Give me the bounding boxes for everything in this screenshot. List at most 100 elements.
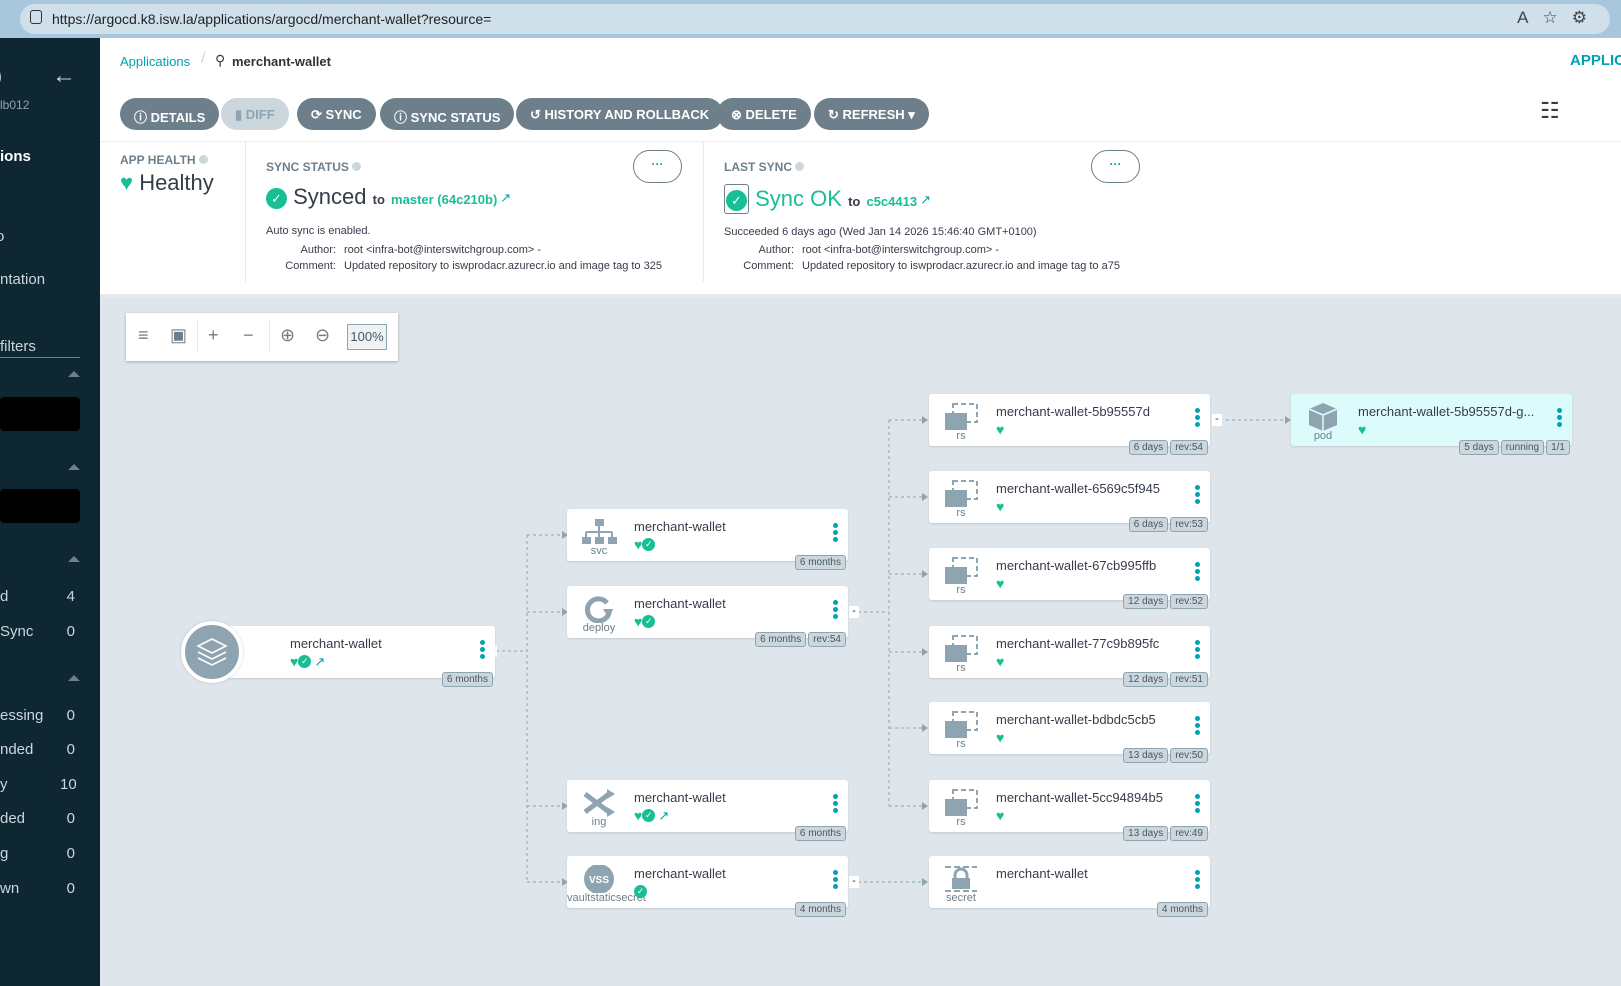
- last-sync-more-button[interactable]: ···: [1091, 150, 1140, 183]
- kebab-menu-icon[interactable]: [833, 870, 838, 891]
- kebab-menu-icon[interactable]: [1195, 870, 1200, 891]
- kebab-menu-icon[interactable]: [833, 523, 838, 544]
- revision-link[interactable]: master (64c210b): [391, 192, 498, 207]
- delete-icon: ⊗: [731, 107, 746, 122]
- details-button[interactable]: ⓘ DETAILS: [120, 98, 220, 130]
- resource-node-deploy[interactable]: deploy merchant-wallet ♥ ✓ 6 months rev:54: [567, 586, 848, 647]
- sync-filter-label[interactable]: Sync: [0, 623, 34, 640]
- resource-node-ing[interactable]: ing merchant-wallet ♥ ✓ ↗ 6 months: [567, 780, 848, 841]
- heart-icon: ♥: [120, 170, 134, 195]
- external-link-icon[interactable]: ↗: [500, 190, 512, 206]
- zoom-level[interactable]: 100%: [347, 324, 387, 350]
- resource-node-pod[interactable]: pod merchant-wallet-5b95557d-g... ♥ 5 days r…: [1291, 394, 1572, 455]
- kebab-menu-icon[interactable]: [833, 600, 838, 621]
- health-filter-count: 10: [60, 776, 77, 793]
- kebab-menu-icon[interactable]: [1195, 794, 1200, 815]
- external-link-icon[interactable]: ↗: [314, 653, 326, 669]
- filter-input[interactable]: [0, 397, 80, 431]
- align-left-icon[interactable]: ≡: [138, 325, 149, 345]
- sidebar-item-documentation[interactable]: ntation: [0, 271, 46, 288]
- badges: 5 days running 1/1: [1459, 440, 1570, 455]
- refresh-button[interactable]: ↻ REFRESH ▾: [814, 98, 929, 130]
- kebab-menu-icon[interactable]: [1195, 485, 1200, 506]
- vss-icon: VSS: [584, 865, 614, 893]
- sync-filter-label[interactable]: d: [0, 588, 9, 605]
- breadcrumb-applications[interactable]: Applications: [120, 54, 191, 69]
- external-link-icon[interactable]: ↗: [920, 192, 931, 208]
- sync-status-more-button[interactable]: ···: [633, 150, 682, 183]
- check-circle-icon: ✓: [634, 885, 647, 899]
- star-icon[interactable]: ☆: [1542, 8, 1572, 27]
- resource-node-rs[interactable]: rs merchant-wallet-6569c5f945 ♥ 6 days rev:5…: [929, 471, 1210, 532]
- sync-button[interactable]: ⟳ SYNC: [297, 98, 376, 130]
- revision-link[interactable]: c5c4413: [866, 194, 918, 209]
- resource-name: merchant-wallet: [290, 636, 382, 651]
- kebab-menu-icon[interactable]: [1195, 562, 1200, 583]
- resource-node-vaultstaticsecret[interactable]: VSS vaultstaticsecret merchant-wallet ✓ 4 mo…: [567, 856, 848, 917]
- sync-status-label: SYNC STATUS: [266, 160, 361, 174]
- history-rollback-button[interactable]: ↺ HISTORY AND ROLLBACK: [516, 98, 724, 130]
- health-filter-label[interactable]: nded: [0, 741, 34, 758]
- heart-icon: ♥: [634, 807, 643, 824]
- collapse-sidebar-icon[interactable]: ←: [52, 62, 76, 89]
- resource-node-rs[interactable]: rs merchant-wallet-5b95557d ♥ 6 days rev:54: [929, 394, 1210, 455]
- sync-icon: ⟳: [311, 107, 326, 122]
- status-icons: ♥ ✓ ↗: [290, 653, 325, 670]
- health-filter-label[interactable]: essing: [0, 707, 44, 724]
- sidebar-item[interactable]: o: [0, 228, 5, 245]
- zoom-out-icon[interactable]: ⊖: [315, 325, 331, 345]
- file-diff-icon: ▮: [235, 107, 246, 122]
- extensions-icon[interactable]: ⚙: [1571, 8, 1601, 27]
- collapse-icon[interactable]: [68, 464, 80, 470]
- sidebar-item-applications[interactable]: ions: [0, 148, 31, 165]
- diff-button[interactable]: ▮ DIFF: [221, 98, 289, 130]
- resource-node-svc[interactable]: svc merchant-wallet ♥ ✓ 6 months: [567, 509, 848, 570]
- collapse-icon[interactable]: [68, 371, 80, 377]
- kebab-menu-icon[interactable]: [1195, 408, 1200, 429]
- collapse-icon[interactable]: −: [243, 325, 254, 345]
- resource-kind: ing: [591, 816, 607, 828]
- sync-status-button[interactable]: ⓘ SYNC STATUS: [380, 98, 515, 130]
- status-icons: ♥ ✓ ↗: [634, 807, 669, 824]
- info-badge: 6 months: [755, 632, 807, 647]
- delete-button[interactable]: ⊗ DELETE: [717, 98, 811, 130]
- graph-toolbar: ≡ ▣ + − ⊕ ⊖ 100%: [126, 313, 398, 361]
- refresh-icon: ↻: [828, 107, 843, 122]
- kebab-menu-icon[interactable]: [833, 794, 838, 815]
- expand-icon[interactable]: +: [208, 325, 219, 345]
- health-filter-label[interactable]: wn: [0, 880, 20, 897]
- kebab-menu-icon[interactable]: [1557, 408, 1562, 429]
- kebab-menu-icon[interactable]: [480, 640, 485, 661]
- last-sync-label: LAST SYNC: [724, 160, 805, 174]
- application-icon: [181, 621, 243, 683]
- collapse-toggle[interactable]: -: [1212, 414, 1222, 426]
- collapse-toggle[interactable]: -: [849, 876, 859, 888]
- heart-icon: ♥: [634, 536, 643, 553]
- read-aloud-icon[interactable]: A: [1517, 8, 1543, 27]
- filter-input[interactable]: [0, 489, 80, 523]
- kebab-menu-icon[interactable]: [1195, 640, 1200, 661]
- resource-node-rs[interactable]: rs merchant-wallet-67cb995ffb ♥ 12 days rev:…: [929, 548, 1210, 609]
- collapse-icon[interactable]: [68, 556, 80, 562]
- check-circle-icon: ✓: [298, 655, 312, 669]
- collapse-icon[interactable]: [68, 675, 80, 681]
- kebab-menu-icon[interactable]: [1195, 716, 1200, 737]
- resource-node-rs[interactable]: rs merchant-wallet-bdbdc5cb5 ♥ 13 days rev:5…: [929, 702, 1210, 763]
- health-filter-label[interactable]: g: [0, 845, 9, 862]
- resource-node-rs[interactable]: rs merchant-wallet-5cc94894b5 ♥ 13 days rev:…: [929, 780, 1210, 841]
- health-filter-label[interactable]: y: [0, 776, 8, 793]
- sync-filter-count: 4: [66, 588, 75, 605]
- health-filter-label[interactable]: ded: [0, 810, 26, 827]
- address-bar[interactable]: https://argocd.k8.isw.la/applications/ar…: [20, 4, 1610, 34]
- badges: 12 days rev:51: [1123, 672, 1208, 687]
- external-link-icon[interactable]: ↗: [658, 807, 670, 823]
- collapse-toggle[interactable]: -: [849, 606, 859, 618]
- application-node[interactable]: merchant-wallet ♥ ✓ ↗ 6 months: [181, 621, 495, 687]
- list-view-icon[interactable]: [1583, 98, 1607, 120]
- fit-screen-icon[interactable]: ▣: [170, 325, 188, 345]
- resource-node-secret[interactable]: secret merchant-wallet 4 months: [929, 856, 1210, 917]
- tree-view-icon[interactable]: ☷: [1540, 98, 1560, 123]
- breadcrumb-current: merchant-wallet: [232, 54, 331, 69]
- resource-node-rs[interactable]: rs merchant-wallet-77c9b895fc ♥ 12 days rev:…: [929, 626, 1210, 687]
- zoom-in-icon[interactable]: ⊕: [280, 325, 296, 345]
